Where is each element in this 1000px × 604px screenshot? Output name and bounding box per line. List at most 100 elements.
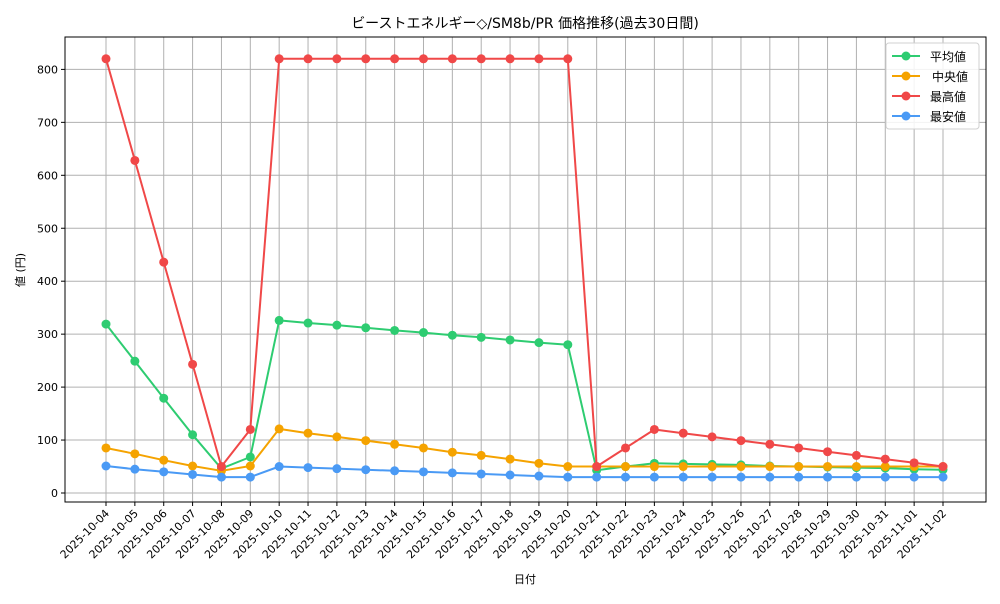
series-path bbox=[105, 319, 944, 472]
y-axis-ticks: 0 100 200 300 400 500 600 700 800 bbox=[37, 63, 65, 500]
data-point-marker bbox=[649, 462, 659, 472]
legend-item-max: 最高値 bbox=[892, 89, 966, 104]
data-point-marker bbox=[418, 54, 428, 64]
data-point-marker bbox=[101, 54, 111, 64]
data-point-marker bbox=[188, 359, 198, 369]
data-point-marker bbox=[361, 465, 371, 475]
data-point-marker bbox=[621, 472, 631, 482]
data-point-marker bbox=[274, 54, 284, 64]
data-point-marker bbox=[823, 472, 833, 482]
data-point-marker bbox=[159, 393, 169, 403]
data-point-marker bbox=[245, 461, 255, 471]
y-tick-label: 800 bbox=[37, 63, 58, 76]
data-point-marker bbox=[823, 462, 833, 472]
data-point-marker bbox=[505, 454, 515, 464]
data-point-marker bbox=[274, 315, 284, 325]
y-tick-label: 300 bbox=[37, 328, 58, 341]
data-point-marker bbox=[101, 443, 111, 453]
data-point-marker bbox=[447, 468, 457, 478]
y-axis-label: 値 (円) bbox=[14, 253, 27, 287]
data-point-marker bbox=[101, 319, 111, 329]
data-point-marker bbox=[188, 461, 198, 471]
series-layer bbox=[101, 54, 948, 482]
grid-lines bbox=[65, 37, 986, 502]
legend-label: 最安値 bbox=[930, 109, 966, 124]
data-point-marker bbox=[938, 462, 948, 472]
data-point-marker bbox=[707, 462, 717, 472]
data-point-marker bbox=[880, 462, 890, 472]
data-point-marker bbox=[678, 472, 688, 482]
data-point-marker bbox=[707, 472, 717, 482]
y-tick-label: 700 bbox=[37, 116, 58, 129]
legend: 平均値 中央値 最高値 最安値 bbox=[885, 42, 980, 130]
data-point-marker bbox=[159, 257, 169, 267]
data-point-marker bbox=[563, 462, 573, 472]
legend-item-average: 平均値 bbox=[892, 49, 966, 64]
data-point-marker bbox=[765, 472, 775, 482]
data-point-marker bbox=[418, 467, 428, 477]
data-point-marker bbox=[130, 464, 140, 474]
series-line bbox=[101, 54, 948, 472]
data-point-marker bbox=[707, 432, 717, 442]
data-point-marker bbox=[361, 436, 371, 446]
data-point-marker bbox=[332, 320, 342, 330]
data-point-marker bbox=[505, 335, 515, 345]
data-point-marker bbox=[303, 318, 313, 328]
data-point-marker bbox=[534, 471, 544, 481]
legend-marker-icon bbox=[901, 71, 911, 81]
legend-label: 最高値 bbox=[930, 89, 966, 104]
series-path bbox=[105, 427, 943, 472]
data-point-marker bbox=[880, 472, 890, 482]
data-point-marker bbox=[130, 449, 140, 459]
legend-item-median: 中央値 bbox=[892, 69, 968, 84]
x-axis-ticks: 2025-10-042025-10-052025-10-062025-10-07… bbox=[58, 502, 949, 561]
legend-marker-icon bbox=[901, 51, 911, 61]
chart-title: ビーストエネルギー◇/SM8b/PR 価格推移(過去30日間) bbox=[351, 16, 699, 32]
data-point-marker bbox=[794, 462, 804, 472]
data-point-marker bbox=[447, 330, 457, 340]
data-point-marker bbox=[794, 443, 804, 453]
data-point-marker bbox=[851, 450, 861, 460]
data-point-marker bbox=[159, 455, 169, 465]
data-point-marker bbox=[678, 428, 688, 438]
data-point-marker bbox=[188, 430, 198, 440]
data-point-marker bbox=[851, 472, 861, 482]
data-point-marker bbox=[621, 462, 631, 472]
data-point-marker bbox=[736, 462, 746, 472]
data-point-marker bbox=[332, 432, 342, 442]
series-path bbox=[105, 465, 943, 479]
data-point-marker bbox=[303, 54, 313, 64]
legend-box bbox=[885, 42, 980, 130]
data-point-marker bbox=[794, 472, 804, 482]
data-point-marker bbox=[649, 472, 659, 482]
data-point-marker bbox=[505, 470, 515, 480]
data-point-marker bbox=[765, 462, 775, 472]
data-point-marker bbox=[938, 472, 948, 482]
x-axis-label: 日付 bbox=[514, 573, 536, 586]
data-point-marker bbox=[476, 332, 486, 342]
legend-label: 平均値 bbox=[930, 49, 966, 64]
data-point-marker bbox=[130, 155, 140, 165]
data-point-marker bbox=[216, 462, 226, 472]
data-point-marker bbox=[418, 443, 428, 453]
data-point-marker bbox=[649, 424, 659, 434]
data-point-marker bbox=[130, 356, 140, 366]
data-point-marker bbox=[476, 469, 486, 479]
data-point-marker bbox=[332, 464, 342, 474]
data-point-marker bbox=[505, 54, 515, 64]
data-point-marker bbox=[592, 472, 602, 482]
data-point-marker bbox=[303, 463, 313, 473]
data-point-marker bbox=[476, 450, 486, 460]
data-point-marker bbox=[216, 472, 226, 482]
data-point-marker bbox=[361, 323, 371, 333]
y-tick-label: 400 bbox=[37, 275, 58, 288]
data-point-marker bbox=[390, 325, 400, 335]
data-point-marker bbox=[736, 472, 746, 482]
data-point-marker bbox=[880, 454, 890, 464]
data-point-marker bbox=[563, 340, 573, 350]
data-point-marker bbox=[303, 428, 313, 438]
y-tick-label: 200 bbox=[37, 381, 58, 394]
data-point-marker bbox=[361, 54, 371, 64]
data-point-marker bbox=[245, 424, 255, 434]
data-point-marker bbox=[245, 472, 255, 482]
